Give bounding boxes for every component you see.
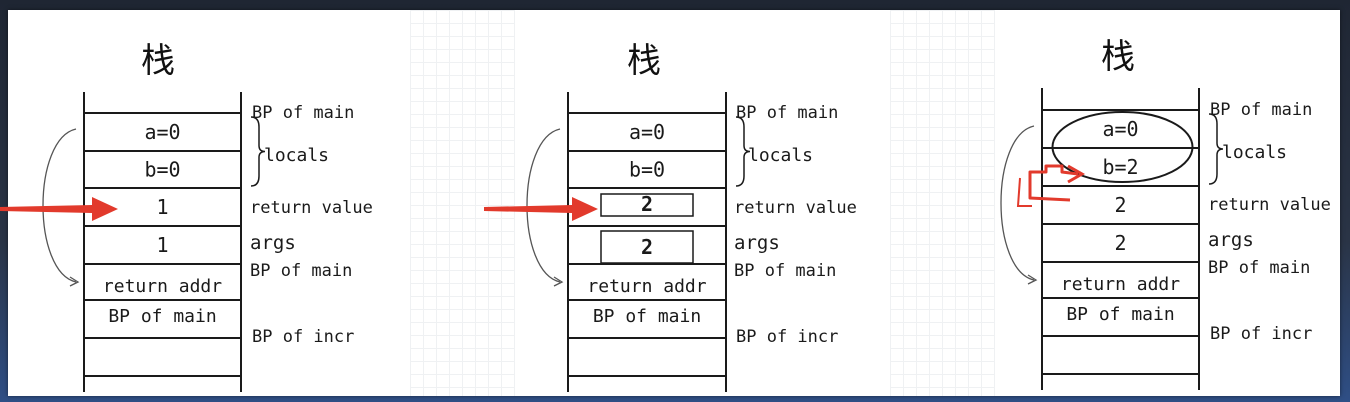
stack-cell-value: BP of main — [1066, 304, 1174, 325]
stack-cell-value: a=0 — [1102, 117, 1138, 141]
stack-cell-value: 1 — [156, 195, 168, 219]
stack-title: 栈 — [141, 41, 175, 81]
stack-cell-value: 2 — [1114, 231, 1126, 255]
locals-ellipse — [1051, 111, 1194, 183]
label-bp-of-main: BP of main — [1208, 258, 1310, 278]
stack-title: 栈 — [627, 41, 661, 81]
stack-cell-value: b=0 — [144, 158, 180, 182]
label-return-value: return value — [250, 198, 373, 218]
slide — [8, 10, 1340, 396]
grid-background — [890, 10, 995, 396]
scope-curve-arrowhead — [69, 276, 80, 287]
label-args: args — [250, 232, 296, 254]
stack-cell-value: BP of main — [108, 306, 216, 327]
label-bp-of-main: BP of main — [252, 103, 354, 123]
stack-cell-value: b=2 — [1102, 155, 1138, 179]
scope-curve — [1000, 125, 1035, 281]
red-bracket-arrowhead — [1067, 164, 1086, 184]
red-pointer-arrow — [0, 197, 118, 221]
highlight-box — [600, 230, 694, 264]
scope-curve — [526, 128, 561, 283]
stack-cell-value: 2 — [641, 235, 653, 259]
red-pointer-arrow — [484, 197, 598, 221]
stack-cell-value: b=0 — [629, 158, 665, 182]
label-return-value: return value — [1208, 195, 1331, 215]
scope-curve — [42, 128, 77, 283]
stack-cell-value: 2 — [1114, 193, 1126, 217]
scope-curve-arrowhead — [1027, 274, 1038, 285]
stack-cell-value: return addr — [103, 276, 222, 297]
label-args: args — [734, 232, 780, 254]
label-return-value: return value — [734, 198, 857, 218]
stack-cell-value: a=0 — [144, 120, 180, 144]
red-bracket-mark — [1016, 177, 1032, 207]
stack-cell-value: 2 — [641, 192, 653, 216]
label-bp-of-main: BP of main — [250, 261, 352, 281]
label-args: args — [1208, 229, 1254, 251]
locals-brace — [735, 116, 751, 187]
label-locals: locals — [748, 145, 813, 166]
label-locals: locals — [1222, 142, 1287, 163]
locals-brace — [250, 116, 266, 187]
stack-title: 栈 — [1101, 37, 1135, 77]
label-bp-of-incr: BP of incr — [736, 327, 838, 347]
stack-cell-value: return addr — [1061, 274, 1180, 295]
red-bracket-arrow — [1028, 164, 1079, 202]
locals-brace — [1208, 113, 1224, 185]
stack-cell-value: return addr — [587, 276, 706, 297]
stack-cell-value: BP of main — [593, 306, 701, 327]
label-bp-of-incr: BP of incr — [252, 327, 354, 347]
label-bp-of-main: BP of main — [1210, 100, 1312, 120]
label-bp-of-main: BP of main — [736, 103, 838, 123]
highlight-box — [600, 193, 694, 217]
label-bp-of-incr: BP of incr — [1210, 324, 1312, 344]
label-locals: locals — [264, 145, 329, 166]
label-bp-of-main: BP of main — [734, 261, 836, 281]
stack-cell-value: 1 — [156, 233, 168, 257]
scope-curve-arrowhead — [553, 276, 564, 287]
stack-cell-value: a=0 — [629, 120, 665, 144]
grid-background — [410, 10, 515, 396]
